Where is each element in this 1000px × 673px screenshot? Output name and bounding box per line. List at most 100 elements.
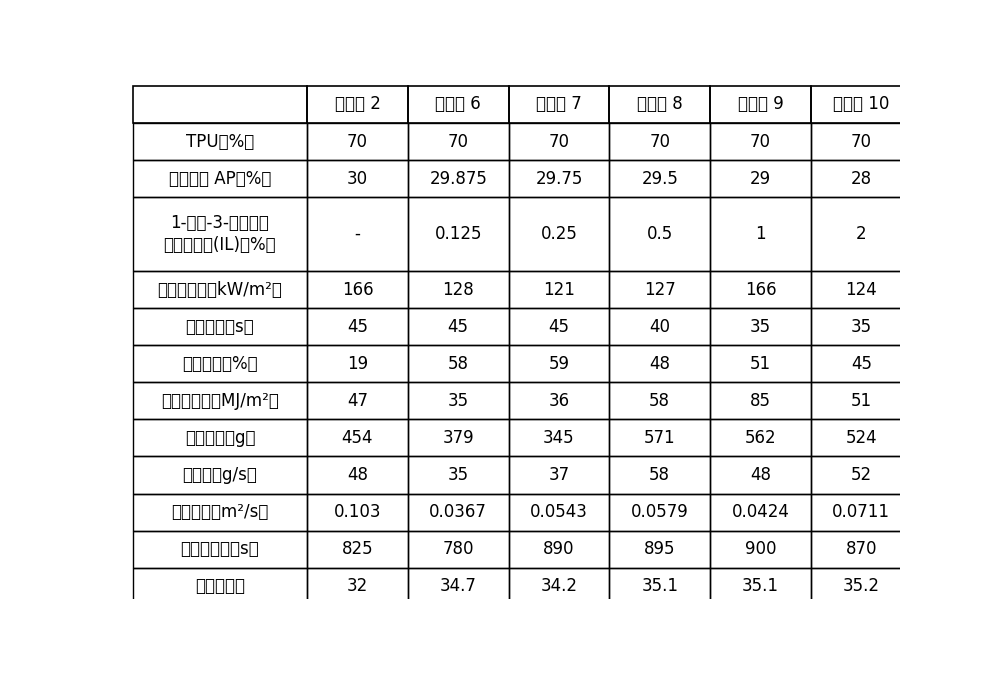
Text: 35: 35 <box>448 466 469 484</box>
Text: 58: 58 <box>448 355 469 373</box>
Bar <box>609 419 710 456</box>
Text: 0.0424: 0.0424 <box>732 503 789 521</box>
Text: 48: 48 <box>347 466 368 484</box>
Bar <box>710 123 811 160</box>
Bar <box>710 160 811 197</box>
Text: 166: 166 <box>745 281 776 299</box>
Bar <box>710 567 811 604</box>
Text: 128: 128 <box>442 281 474 299</box>
Text: 0.5: 0.5 <box>647 225 673 243</box>
Text: 29.5: 29.5 <box>641 170 678 188</box>
Text: 0.0367: 0.0367 <box>429 503 487 521</box>
Bar <box>710 345 811 382</box>
Bar <box>307 493 408 530</box>
Bar <box>609 197 710 271</box>
Text: 166: 166 <box>342 281 373 299</box>
Text: 45: 45 <box>347 318 368 336</box>
Bar <box>133 271 307 308</box>
Bar <box>811 197 912 271</box>
Text: 45: 45 <box>548 318 570 336</box>
Text: 85: 85 <box>750 392 771 410</box>
Text: 0.103: 0.103 <box>334 503 381 521</box>
Text: 70: 70 <box>851 133 872 151</box>
Bar <box>133 308 307 345</box>
Text: 0.25: 0.25 <box>541 225 577 243</box>
Text: 70: 70 <box>750 133 771 151</box>
Text: 0.0579: 0.0579 <box>631 503 689 521</box>
Bar <box>811 86 912 123</box>
Bar <box>133 567 307 604</box>
Bar <box>408 567 509 604</box>
Bar <box>509 382 609 419</box>
Text: 45: 45 <box>448 318 469 336</box>
Bar <box>811 567 912 604</box>
Text: 127: 127 <box>644 281 676 299</box>
Bar <box>408 197 509 271</box>
Bar <box>811 382 912 419</box>
Text: 48: 48 <box>649 355 670 373</box>
Bar <box>710 86 811 123</box>
Text: 124: 124 <box>845 281 877 299</box>
Bar <box>811 308 912 345</box>
Text: 35: 35 <box>851 318 872 336</box>
Bar <box>408 530 509 567</box>
Bar <box>307 345 408 382</box>
Bar <box>509 160 609 197</box>
Bar <box>811 271 912 308</box>
Bar <box>710 530 811 567</box>
Bar <box>509 530 609 567</box>
Text: 点燃时间（s）: 点燃时间（s） <box>186 318 254 336</box>
Bar <box>811 419 912 456</box>
Bar <box>811 456 912 493</box>
Text: 52: 52 <box>851 466 872 484</box>
Bar <box>609 345 710 382</box>
Text: 59: 59 <box>548 355 570 373</box>
Text: 30: 30 <box>347 170 368 188</box>
Bar <box>509 419 609 456</box>
Text: 524: 524 <box>845 429 877 447</box>
Text: 热释放速率（kW/m²）: 热释放速率（kW/m²） <box>158 281 282 299</box>
Bar <box>609 160 710 197</box>
Bar <box>408 493 509 530</box>
Bar <box>307 123 408 160</box>
Text: 实施例 6: 实施例 6 <box>435 96 481 114</box>
Text: 70: 70 <box>548 133 570 151</box>
Bar <box>609 86 710 123</box>
Text: 40: 40 <box>649 318 670 336</box>
Bar <box>710 382 811 419</box>
Text: 58: 58 <box>649 466 670 484</box>
Bar <box>307 160 408 197</box>
Bar <box>307 308 408 345</box>
Text: 37: 37 <box>548 466 570 484</box>
Text: 58: 58 <box>649 392 670 410</box>
Text: 实施例 7: 实施例 7 <box>536 96 582 114</box>
Bar <box>133 123 307 160</box>
Bar <box>609 530 710 567</box>
Bar <box>509 345 609 382</box>
Text: 28: 28 <box>851 170 872 188</box>
Text: 1-乙基-3-甲基咊唇
六氟磷酸盐(IL)（%）: 1-乙基-3-甲基咊唇 六氟磷酸盐(IL)（%） <box>164 214 276 254</box>
Text: 极限氧指数: 极限氧指数 <box>195 577 245 595</box>
Text: 总燃烧时间（s）: 总燃烧时间（s） <box>181 540 259 558</box>
Bar <box>307 419 408 456</box>
Text: 29.875: 29.875 <box>429 170 487 188</box>
Text: 0.0543: 0.0543 <box>530 503 588 521</box>
Text: 34.7: 34.7 <box>440 577 477 595</box>
Text: 45: 45 <box>851 355 872 373</box>
Bar <box>609 308 710 345</box>
Text: 总的热释量（MJ/m²）: 总的热释量（MJ/m²） <box>161 392 279 410</box>
Text: 烟因子（g/s）: 烟因子（g/s） <box>182 466 257 484</box>
Bar <box>408 382 509 419</box>
Bar <box>811 123 912 160</box>
Bar <box>811 530 912 567</box>
Bar <box>710 493 811 530</box>
Text: 51: 51 <box>851 392 872 410</box>
Text: 0.125: 0.125 <box>434 225 482 243</box>
Bar <box>811 160 912 197</box>
Text: 890: 890 <box>543 540 575 558</box>
Bar <box>133 456 307 493</box>
Text: 35: 35 <box>750 318 771 336</box>
Bar <box>509 567 609 604</box>
Text: 实施例 10: 实施例 10 <box>833 96 889 114</box>
Text: 19: 19 <box>347 355 368 373</box>
